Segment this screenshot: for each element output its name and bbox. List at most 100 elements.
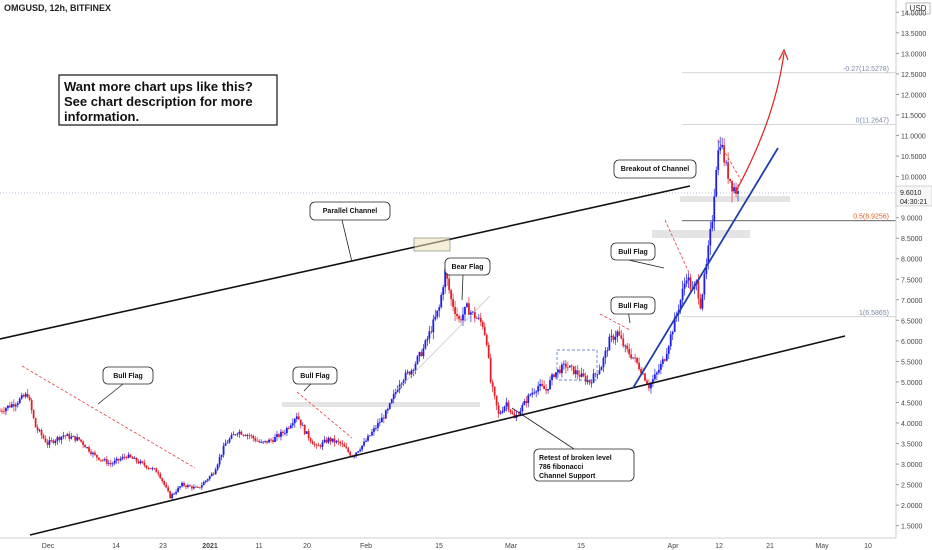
candle [155,467,158,473]
candle [137,458,140,465]
promo-text-line: information. [64,109,139,124]
candle-body [276,434,278,438]
candle-body [412,370,415,371]
callout-text: Bull Flag [300,373,330,380]
price-tick-label: 13.5000 [901,31,926,38]
candle [709,221,712,256]
candle-body [448,278,451,291]
candle-body [365,440,367,442]
candle-body [187,485,189,487]
candle [8,402,11,409]
candle [511,409,514,415]
candle-body [606,350,609,352]
candle-body [26,393,29,398]
candle [282,430,284,437]
candle [204,480,207,484]
candle [311,439,314,445]
candle [659,360,662,375]
candle-body [404,372,407,381]
candle [426,335,429,346]
candle [98,457,100,461]
candle [509,408,512,415]
fib-level-label: -0.27(12.5278) [843,66,889,73]
candle-body [56,437,59,441]
fib-level-label: 0.5(8.9256) [853,214,889,221]
price-tick-label: 9.0000 [901,216,923,223]
candle-body [703,274,706,295]
candle-body [440,294,443,308]
candle [105,456,108,467]
callout-box [309,201,391,221]
candle-body [293,419,296,424]
candle [123,453,126,460]
candle-body [315,444,318,446]
candle-body [268,439,270,443]
price-tick-label: 8.5000 [901,236,923,243]
candle-body [169,491,172,499]
candle [50,437,53,443]
candle-body [62,435,65,437]
candle-body [343,444,346,447]
candle [586,375,589,385]
candle-body [151,468,154,470]
candle [349,450,352,457]
candle-body [317,445,320,447]
candle [503,405,506,413]
candle-body [721,145,724,148]
candle-body [210,473,213,477]
candle [200,482,203,490]
candle-body [505,402,508,407]
candle [448,271,451,294]
candle [636,357,638,365]
candles-layer [0,136,739,501]
projection-arrowhead [778,48,789,61]
candle [16,400,19,408]
candle-body [582,373,585,377]
candle-body [78,437,81,440]
candle [295,412,298,423]
candle-body [549,379,551,390]
candle [725,160,728,166]
candle-body [545,389,547,391]
candle [428,325,431,344]
candle [66,433,69,437]
candle [64,435,67,440]
candle-body [260,442,263,443]
candle [580,367,583,378]
candle [12,399,15,412]
candle-body [669,334,672,347]
price-tick-label: 4.5000 [901,400,923,407]
price-tick-label: 3.5000 [901,442,923,449]
candle-body [378,422,381,424]
candle-body [204,480,207,483]
price-tick-label: 11.5000 [901,113,926,120]
candle [469,310,472,323]
candle [727,152,730,184]
candle [84,444,86,448]
candle-body [175,491,177,494]
candle [507,400,510,413]
candle-body [216,464,219,470]
candle-body [185,485,187,487]
callout-pointer [303,383,311,392]
current-price-tag: 9.6010 04:30:21 [895,185,932,207]
candle-body [592,373,595,383]
candle-body [507,402,510,410]
candle [588,379,591,386]
candle [121,453,124,461]
candle [339,440,342,447]
candle-body [661,359,664,364]
candle [410,368,413,379]
price-tick-label: 11.0000 [901,134,926,141]
candle [272,436,274,444]
candle-body [163,481,166,485]
candle [733,183,735,194]
candle-body [206,479,209,481]
candle-body [301,425,304,426]
candle [464,306,466,321]
candle [119,456,122,462]
candle [260,439,263,444]
callout-text: Breakout of Channel [621,166,690,173]
